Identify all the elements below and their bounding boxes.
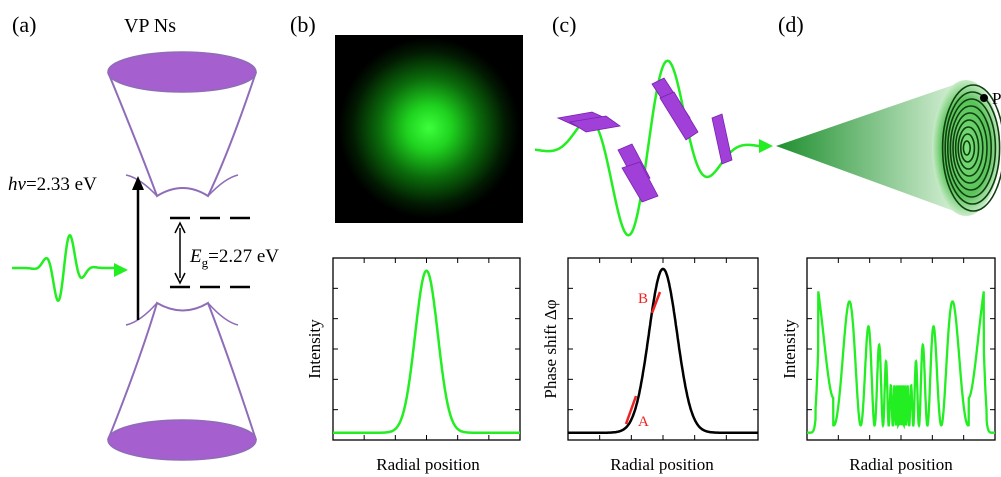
diffraction-ring (962, 140, 971, 156)
ring-point-marker (980, 94, 988, 102)
beam-cone (776, 82, 962, 214)
material-label: VP Ns (124, 15, 176, 37)
pulse-arrowhead (114, 263, 128, 277)
conduction-band-inner (125, 174, 158, 197)
phase-shift-plot-c: A B Phase shift Δφ Radial position (541, 257, 759, 474)
beam-spot-image (335, 35, 523, 223)
ylabel-b: Intensity (305, 319, 324, 379)
diffraction-ring (944, 91, 1001, 205)
incident-laser-pulse (12, 233, 114, 303)
panel-label-d: (d) (778, 12, 804, 37)
valence-band-cone (107, 301, 257, 441)
nanosheet-flakes (556, 77, 733, 203)
ylabel-d: Intensity (780, 319, 799, 379)
diffraction-ring (952, 112, 988, 184)
diffraction-ring (941, 84, 1001, 212)
xlabel-d: Radial position (849, 455, 953, 474)
diffraction-ring (959, 133, 976, 163)
intensity-plot-b: Intensity Radial position (305, 257, 521, 474)
ring-point-label: P (992, 89, 1001, 108)
diffraction-ring (954, 119, 984, 177)
intensity-curve-b (333, 269, 520, 434)
diffraction-ring (949, 105, 992, 191)
marker-label-a: A (638, 414, 649, 430)
valence-band-cap (107, 419, 257, 461)
xlabel-c: Radial position (610, 455, 714, 474)
ylabel-c: Phase shift Δφ (541, 299, 560, 398)
diffraction-rings: P (776, 80, 1001, 216)
pulse-through-nanosheets (535, 59, 773, 237)
conduction-band-cap (107, 51, 257, 93)
panel-label-c: (c) (552, 12, 576, 37)
band-diagram: hv=2.33 eV Eg=2.27 eV (8, 51, 279, 461)
phase-shift-curve (568, 267, 758, 434)
plot-frame-c (567, 257, 759, 441)
marker-label-b: B (638, 291, 648, 307)
diffraction-ring (957, 126, 980, 170)
slope-marker-a (624, 395, 638, 425)
photon-energy-label: hv=2.33 eV (8, 174, 97, 195)
xlabel-b: Radial position (376, 455, 480, 474)
panel-label-b: (b) (290, 12, 316, 37)
diffraction-ring (946, 98, 997, 198)
plot-frame-b (332, 257, 521, 441)
conduction-band-cone (107, 71, 257, 198)
band-gap-label: Eg=2.27 eV (189, 246, 279, 270)
diffraction-intensity-curve (807, 291, 995, 434)
slope-marker-b (650, 291, 662, 314)
panel-label-a: (a) (12, 12, 36, 37)
pulse-c-arrowhead (759, 139, 773, 153)
intensity-plot-d: Intensity Radial position (780, 257, 996, 474)
